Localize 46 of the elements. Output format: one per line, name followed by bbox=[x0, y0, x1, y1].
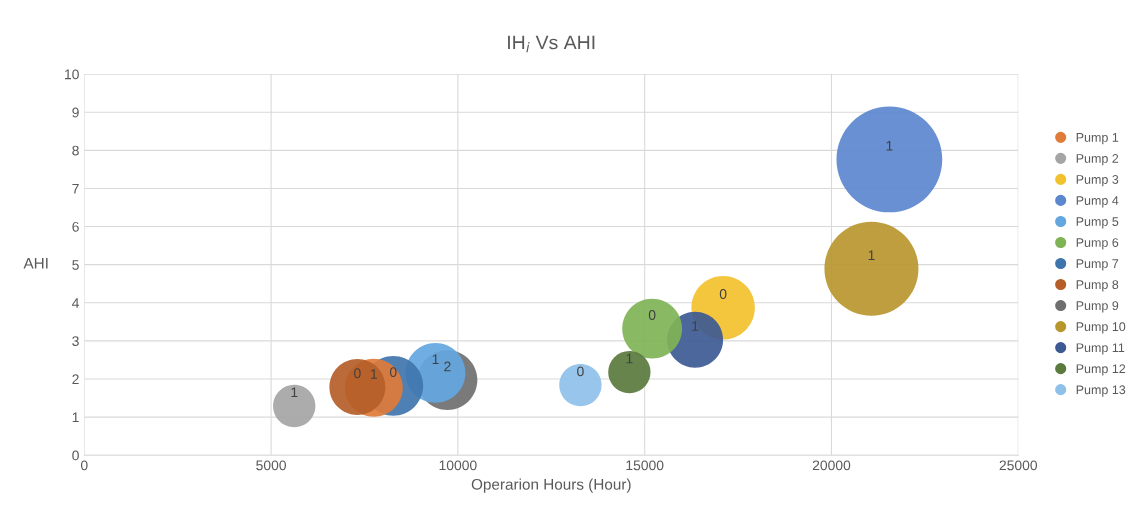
y-tick-label: 6 bbox=[72, 221, 79, 232]
legend-label: Pump 4 bbox=[1076, 196, 1119, 208]
legend-label: Pump 10 bbox=[1076, 322, 1126, 334]
y-tick-label: 1 bbox=[72, 412, 79, 423]
legend-label: Pump 8 bbox=[1076, 280, 1119, 292]
y-tick-label: 7 bbox=[72, 183, 79, 194]
annotation: 1 bbox=[626, 353, 633, 364]
x-tick-label: 25000 bbox=[999, 460, 1038, 471]
y-tick-label: 4 bbox=[72, 298, 80, 308]
annotation: 2 bbox=[444, 361, 451, 372]
legend-label: Pump 13 bbox=[1076, 385, 1126, 397]
legend-label: Pump 2 bbox=[1076, 154, 1119, 166]
legend-label: Pump 1 bbox=[1076, 133, 1119, 145]
y-tick-label: 8 bbox=[72, 145, 79, 156]
y-tick-label: 2 bbox=[72, 374, 79, 384]
annotation: 0 bbox=[648, 310, 656, 320]
legend-label: Pump 5 bbox=[1076, 217, 1119, 229]
y-tick-label: 9 bbox=[72, 107, 79, 118]
annotation: 1 bbox=[692, 321, 699, 331]
annotation: 1 bbox=[886, 141, 893, 151]
x-tick-label: 15000 bbox=[626, 460, 664, 471]
annotation: 0 bbox=[577, 366, 584, 377]
legend-label: Pump 6 bbox=[1076, 238, 1119, 250]
legend-label: Pump 9 bbox=[1076, 301, 1119, 313]
chart-title: IH$_{i}$ Vs AHI bbox=[508, 35, 595, 53]
legend-label: Pump 7 bbox=[1076, 259, 1119, 271]
y-tick-label: 5 bbox=[72, 260, 79, 270]
x-tick-label: 20000 bbox=[812, 460, 851, 471]
legend-label: Pump 3 bbox=[1076, 175, 1119, 187]
x-axis-title: Operarion Hours (Hour) bbox=[471, 478, 631, 493]
annotation: 0 bbox=[719, 289, 727, 299]
x-tick-label: 0 bbox=[80, 460, 88, 471]
y-axis-title: AHI bbox=[23, 258, 48, 269]
annotation: 1 bbox=[868, 250, 875, 260]
x-tick-label: 5000 bbox=[256, 460, 286, 471]
y-tick-label: 10 bbox=[65, 69, 79, 80]
legend-label: Pump 11 bbox=[1076, 343, 1125, 355]
x-tick-label: 10000 bbox=[439, 460, 477, 471]
y-tick-label: 3 bbox=[72, 336, 79, 347]
legend-label: Pump 12 bbox=[1076, 364, 1126, 376]
annotation: 1 bbox=[291, 387, 298, 398]
annotation: 0 bbox=[354, 368, 361, 379]
annotation: 0 bbox=[389, 367, 397, 378]
annotation: 1 bbox=[432, 354, 439, 364]
annotation: 1 bbox=[371, 369, 377, 379]
y-tick-label: 0 bbox=[72, 450, 79, 461]
